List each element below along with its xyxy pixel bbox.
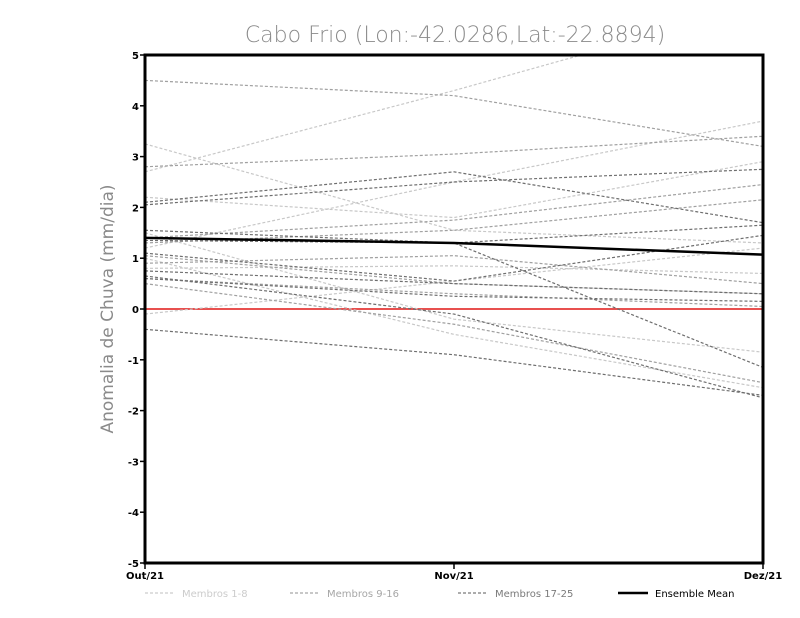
y-tick-label: 4 bbox=[132, 102, 139, 113]
x-tick-label: Out/21 bbox=[126, 571, 164, 582]
member-line-group3-8 bbox=[145, 277, 763, 302]
y-tick-label: 5 bbox=[132, 51, 139, 62]
y-axis-ticks: -5 -4 -3 -2 -1 0 1 2 3 4 5 bbox=[128, 51, 145, 570]
y-axis-label: Anomalia de Chuva (mm/dia) bbox=[98, 184, 118, 433]
legend-label: Membros 17-25 bbox=[495, 589, 573, 600]
x-tick-label: Dez/21 bbox=[744, 571, 783, 582]
member-line-group1-1 bbox=[145, 55, 584, 173]
y-tick-label: -3 bbox=[128, 457, 139, 468]
plot-area bbox=[145, 55, 763, 399]
member-line-group2-5 bbox=[145, 277, 763, 308]
y-tick-label: 2 bbox=[132, 203, 139, 214]
y-tick-label: -5 bbox=[128, 559, 139, 570]
legend-label: Membros 1-8 bbox=[182, 589, 248, 600]
ensemble-mean-line bbox=[145, 236, 763, 256]
member-line-group3-5 bbox=[145, 234, 763, 282]
y-tick-label: 0 bbox=[132, 305, 139, 316]
x-tick-label: Nov/21 bbox=[434, 571, 473, 582]
member-line-group3-6 bbox=[145, 270, 763, 295]
member-line-group2-1 bbox=[145, 79, 763, 148]
member-line-group1-6 bbox=[145, 265, 763, 275]
member-line-group2-7 bbox=[145, 283, 763, 384]
member-line-group3-3 bbox=[145, 224, 763, 244]
member-line-group2-2 bbox=[145, 135, 763, 168]
y-tick-label: 1 bbox=[132, 254, 139, 265]
member-line-group3-4 bbox=[145, 239, 763, 368]
member-line-group3-9 bbox=[145, 328, 763, 396]
chart-title: Cabo Frio (Lon:-42.0286,Lat:-22.8894) bbox=[245, 23, 665, 48]
member-line-group2-4 bbox=[145, 255, 763, 285]
x-axis-ticks: Out/21 Nov/21 Dez/21 bbox=[126, 563, 782, 582]
legend-label: Ensemble Mean bbox=[655, 589, 734, 600]
member-line-group1-4 bbox=[145, 120, 763, 249]
member-line-group2-3 bbox=[145, 183, 763, 239]
member-line-group1-8 bbox=[145, 232, 763, 353]
member-line-group2-6 bbox=[145, 199, 763, 244]
y-tick-label: -2 bbox=[128, 407, 139, 418]
legend: Membros 1-8 Membros 9-16 Membros 17-25 Ense… bbox=[145, 589, 734, 600]
y-tick-label: -4 bbox=[128, 508, 139, 519]
legend-label: Membros 9-16 bbox=[327, 589, 399, 600]
member-line-group3-7 bbox=[145, 275, 763, 399]
member-line-group3-1 bbox=[145, 171, 763, 224]
member-line-group1-2 bbox=[145, 143, 763, 244]
y-tick-label: -1 bbox=[128, 356, 139, 367]
y-tick-label: 3 bbox=[132, 153, 139, 164]
member-line-group3-2 bbox=[145, 168, 763, 206]
member-line-group1-5 bbox=[145, 257, 763, 389]
